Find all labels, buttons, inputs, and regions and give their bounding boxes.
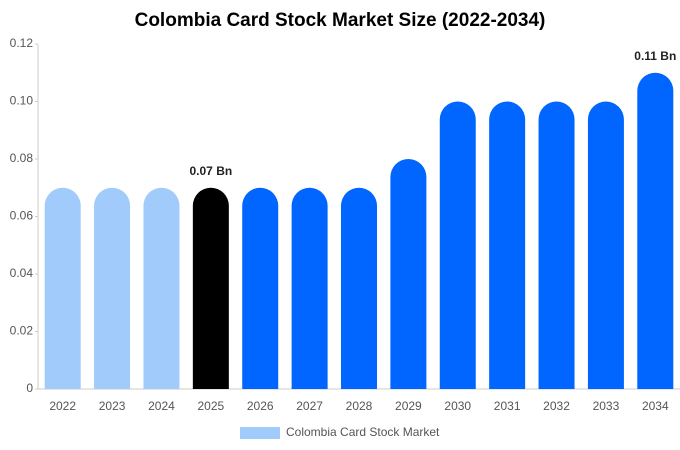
bar [538, 101, 575, 389]
x-tick-label: 2027 [296, 399, 323, 413]
y-tick-label: 0.04 [10, 266, 34, 280]
bar [143, 187, 180, 389]
bar [587, 101, 624, 389]
x-tick-label: 2033 [593, 399, 620, 413]
x-tick-label: 2029 [395, 399, 422, 413]
legend-label: Colombia Card Stock Market [286, 425, 440, 439]
legend-swatch [240, 427, 280, 439]
bar [637, 72, 674, 389]
x-tick-label: 2022 [49, 399, 76, 413]
x-tick-label: 2032 [543, 399, 570, 413]
x-tick-label: 2025 [197, 399, 224, 413]
bar [390, 159, 427, 389]
bar [489, 101, 526, 389]
x-tick-label: 2024 [148, 399, 175, 413]
bar [291, 187, 328, 389]
bar [192, 187, 229, 389]
y-tick-label: 0 [26, 381, 33, 395]
bar [341, 187, 377, 389]
bar [439, 101, 476, 389]
bar [242, 187, 279, 389]
x-tick-label: 2028 [346, 399, 373, 413]
chart-title: Colombia Card Stock Market Size (2022-20… [135, 10, 546, 31]
y-tick-label: 0.08 [10, 151, 34, 165]
x-tick-label: 2023 [99, 399, 126, 413]
x-tick-label: 2030 [444, 399, 471, 413]
value-label: 0.11 Bn [634, 49, 676, 63]
y-tick-label: 0.06 [10, 209, 34, 223]
y-tick-label: 0.02 [10, 324, 34, 338]
x-tick-label: 2034 [642, 399, 669, 413]
x-tick-label: 2026 [247, 399, 274, 413]
y-tick-label: 0.10 [10, 94, 34, 108]
bar [44, 187, 81, 389]
x-tick-label: 2031 [494, 399, 521, 413]
y-tick-label: 0.12 [10, 36, 34, 50]
value-label: 0.07 Bn [190, 164, 233, 178]
bar [94, 187, 131, 389]
